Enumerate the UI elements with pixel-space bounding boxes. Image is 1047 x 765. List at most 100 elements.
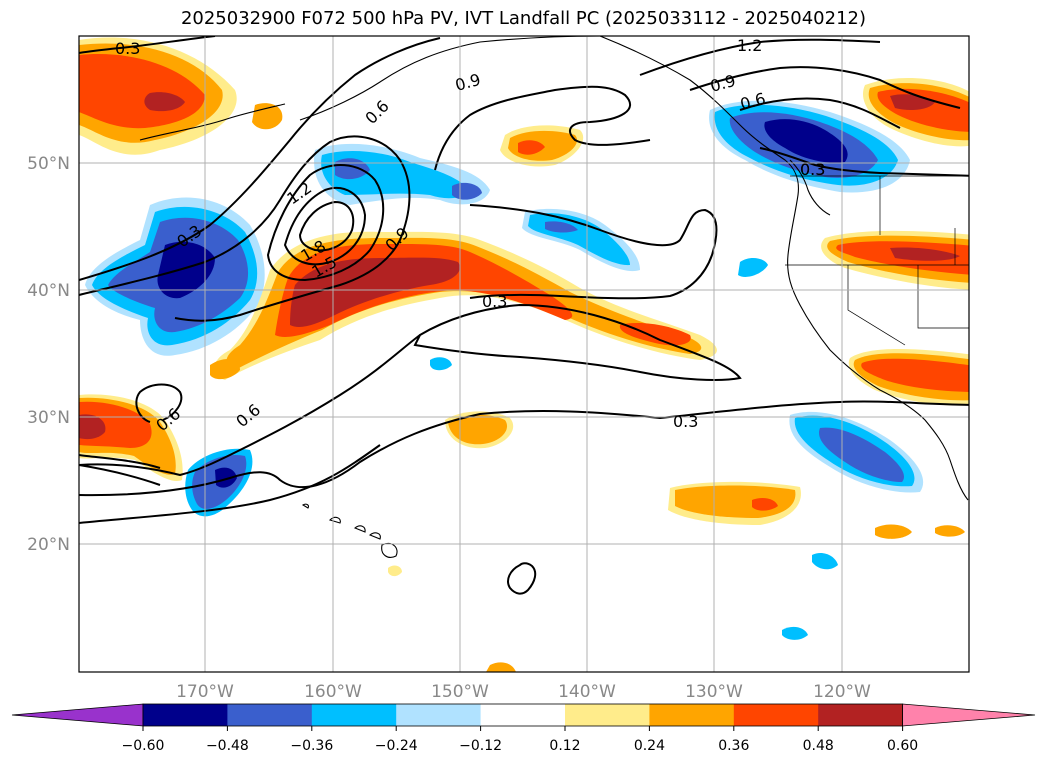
negative-anomaly xyxy=(764,119,848,163)
colorbar-tick-label: −0.12 xyxy=(459,738,502,754)
contour-0.6 xyxy=(79,464,161,486)
contour-0.3 xyxy=(507,562,537,595)
colorbar-swatch xyxy=(649,704,735,726)
positive-anomaly xyxy=(518,140,545,155)
pc-field-shading xyxy=(79,37,969,672)
hawaii-island xyxy=(301,503,310,509)
contour-0.6 xyxy=(79,454,161,469)
colorbar-swatch xyxy=(480,704,566,726)
negative-anomaly xyxy=(738,258,768,277)
colorbar-swatch xyxy=(311,704,397,726)
colorbar-swatch xyxy=(818,704,904,726)
longitude-labels: 170°W 160°W 150°W 140°W 130°W 120°W xyxy=(176,682,871,702)
state-borders xyxy=(785,175,969,346)
contour-label: 1.2 xyxy=(737,36,762,55)
state-border xyxy=(917,265,969,329)
colorbar-extend-high xyxy=(902,703,1036,727)
contour-0.6 xyxy=(739,97,901,129)
colorbar-extend-low xyxy=(11,703,144,727)
negative-anomaly xyxy=(782,626,808,640)
positive-anomaly xyxy=(144,92,185,112)
colorbar-tick-label: 0.60 xyxy=(887,738,918,754)
colorbar-swatch xyxy=(143,704,228,726)
negative-anomaly xyxy=(812,553,838,570)
lon-label: 170°W xyxy=(176,682,234,702)
colorbar-tick-label: 0.12 xyxy=(549,738,580,754)
hawaii-island xyxy=(353,525,366,533)
colorbar-swatch xyxy=(565,704,650,726)
map-frame xyxy=(78,35,970,673)
coastlines xyxy=(139,36,969,558)
colorbar-tick-label: −0.48 xyxy=(206,738,249,754)
negative-anomaly xyxy=(215,467,237,488)
colorbar-tick-label: −0.36 xyxy=(290,738,333,754)
contour-0.9 xyxy=(434,85,651,171)
colorbar-tick-label: 0.36 xyxy=(718,738,749,754)
lon-label: 120°W xyxy=(813,682,871,702)
gridlines xyxy=(79,36,969,672)
hawaii-island xyxy=(368,532,381,540)
lon-label: 130°W xyxy=(685,682,743,702)
contour-0.9 xyxy=(79,135,411,322)
contour-0.3 xyxy=(79,36,216,54)
positive-anomaly xyxy=(388,565,402,577)
north-america-coast xyxy=(599,36,969,501)
negative-anomaly xyxy=(157,241,215,299)
contour-lines xyxy=(79,36,969,595)
positive-anomaly xyxy=(752,498,778,511)
colorbar-swatch xyxy=(227,704,313,726)
figure-title: 2025032900 F072 500 hPa PV, IVT Landfall… xyxy=(180,8,867,29)
positive-anomaly xyxy=(210,358,240,380)
negative-anomaly xyxy=(545,221,578,233)
lat-label: 20°N xyxy=(27,535,70,555)
contour-0.6 xyxy=(79,334,421,477)
contour-label: 0.3 xyxy=(800,160,825,179)
contour-0.3 xyxy=(79,400,969,497)
lon-label: 140°W xyxy=(558,682,616,702)
contour-label: 0.3 xyxy=(673,412,698,431)
contour-0.9 xyxy=(689,66,961,109)
positive-anomaly xyxy=(861,358,969,392)
contour-0.3 xyxy=(413,303,742,381)
latitude-labels: 50°N 40°N 30°N 20°N xyxy=(27,154,70,555)
aleutian-coast xyxy=(139,103,286,141)
positive-anomaly xyxy=(619,323,691,346)
colorbar-tick-label: −0.60 xyxy=(122,738,165,754)
lon-label: 150°W xyxy=(431,682,489,702)
contour-1.8 xyxy=(298,200,355,252)
colorbar-tick-label: −0.24 xyxy=(375,738,418,754)
positive-anomaly xyxy=(935,525,965,537)
colorbar-tick-label: 0.24 xyxy=(634,738,665,754)
negative-anomaly xyxy=(819,427,905,482)
colorbar-swatch xyxy=(733,704,819,726)
contour-0.6 xyxy=(79,37,441,281)
hawaii-island xyxy=(328,516,341,524)
colorbar: −0.60 −0.48 −0.36 −0.24 −0.12 0.12 0.24 0.36 0.4… xyxy=(11,703,1036,754)
contour-label: 0.3 xyxy=(800,160,825,179)
contour-label: 0.3 xyxy=(115,39,140,58)
lat-label: 40°N xyxy=(27,281,70,301)
lat-label: 30°N xyxy=(27,408,70,428)
contour-1.2 xyxy=(266,163,385,282)
state-border xyxy=(847,265,906,346)
positive-anomaly xyxy=(890,247,960,261)
aleutian-coast xyxy=(299,36,601,121)
colorbar-frame xyxy=(142,703,903,727)
lon-label: 160°W xyxy=(304,682,362,702)
contour-0.6 xyxy=(135,383,183,423)
contour-label: 0.3 xyxy=(482,292,507,311)
positive-anomaly xyxy=(448,414,508,445)
contour-0.3 xyxy=(759,147,969,177)
positive-anomaly xyxy=(486,662,516,672)
positive-anomaly xyxy=(79,414,106,440)
positive-anomaly xyxy=(875,524,912,539)
contour-0.3 xyxy=(79,444,381,524)
positive-anomaly xyxy=(79,54,205,129)
colorbar-tick-label: 0.48 xyxy=(803,738,834,754)
contour-1.5 xyxy=(283,187,367,266)
negative-anomaly xyxy=(430,357,452,371)
lat-label: 50°N xyxy=(27,154,70,174)
colorbar-swatch xyxy=(396,704,482,726)
puget-sound xyxy=(789,159,831,216)
